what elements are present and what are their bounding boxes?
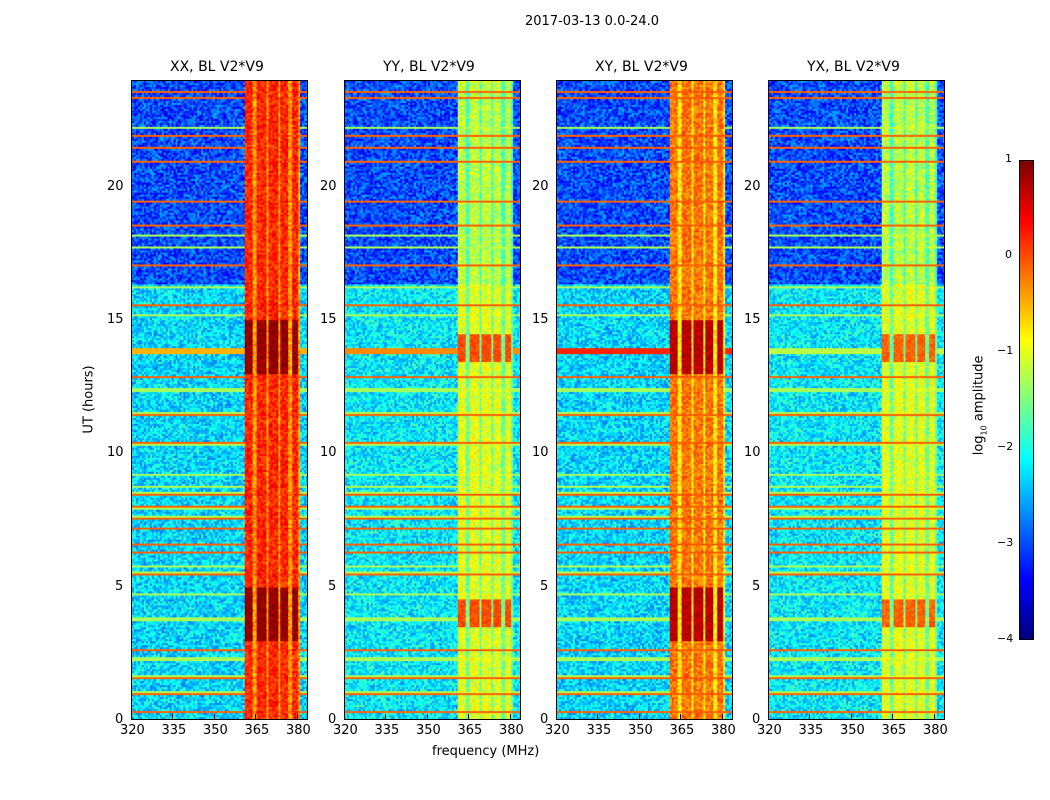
x-tick (556, 714, 557, 719)
y-tick-label: 5 (328, 578, 337, 594)
x-tick-label: 380 (498, 723, 524, 738)
y-tick-label: 15 (320, 312, 337, 327)
x-tick-label: 350 (202, 723, 228, 738)
x-tick (638, 714, 640, 719)
x-tick-label: 380 (285, 723, 311, 738)
x-tick (213, 714, 215, 719)
x-tick (131, 714, 132, 719)
panel-title-3: XY, BL V2*V9 (595, 59, 688, 75)
x-tick-label: 350 (839, 723, 865, 738)
x-axis-label: frequency (MHz) (432, 744, 540, 759)
x-tick (933, 714, 935, 719)
colorbar-label-sub: 10 (979, 425, 989, 436)
x-tick (892, 714, 894, 719)
x-tick (172, 714, 174, 719)
y-tick-label: 10 (320, 445, 337, 461)
heatmap-1 (132, 81, 307, 719)
colorbar-tick-label: −3 (997, 536, 1014, 549)
y-tick-label: 20 (532, 178, 549, 194)
x-tick-label: 320 (120, 723, 145, 738)
colorbar-tick-label: −4 (997, 632, 1014, 645)
x-tick (509, 714, 511, 719)
x-tick (680, 714, 682, 719)
spectrogram-panel-1 (131, 80, 308, 720)
y-tick-label: 5 (115, 578, 124, 594)
x-tick-label: 320 (333, 723, 358, 738)
colorbar-tick-label: −1 (997, 344, 1014, 357)
heatmap-2 (345, 81, 520, 719)
x-tick (468, 714, 470, 719)
y-tick-label: 5 (752, 578, 761, 594)
x-tick-label: 365 (457, 723, 483, 738)
x-tick (344, 714, 345, 719)
colorbar (1019, 160, 1034, 640)
y-tick-label: 10 (744, 445, 761, 461)
heatmap-4 (769, 81, 944, 719)
y-tick-label: 0 (328, 712, 337, 727)
y-tick-label: 10 (107, 445, 124, 461)
y-tick-label: 10 (532, 445, 549, 461)
x-tick (296, 714, 298, 719)
y-tick-label: 5 (540, 578, 549, 594)
y-tick-label: 0 (115, 712, 124, 727)
spectrogram-panel-2 (344, 80, 521, 720)
x-tick-label: 335 (586, 723, 612, 738)
x-tick (597, 714, 599, 719)
y-tick-label: 15 (107, 312, 124, 327)
y-tick-label: 0 (752, 712, 761, 727)
y-tick-label: 0 (540, 712, 549, 727)
figure-suptitle: 2017-03-13 0.0-24.0 (525, 14, 659, 29)
x-tick-label: 335 (161, 723, 187, 738)
colorbar-tick-label: 1 (1005, 152, 1012, 165)
x-tick-label: 350 (415, 723, 441, 738)
x-tick-label: 380 (710, 723, 736, 738)
x-tick (809, 714, 811, 719)
x-tick-label: 365 (881, 723, 907, 738)
colorbar-label-rest: amplitude (971, 355, 987, 426)
x-tick (721, 714, 723, 719)
colorbar-tick-label: 0 (1005, 248, 1012, 261)
y-axis-label: UT (hours) (81, 365, 97, 434)
spectrogram-panel-3 (556, 80, 733, 720)
x-tick-label: 320 (757, 723, 782, 738)
x-tick-label: 380 (922, 723, 948, 738)
y-tick-label: 20 (107, 178, 124, 194)
heatmap-3 (557, 81, 732, 719)
x-tick (850, 714, 852, 719)
y-tick-label: 20 (320, 178, 337, 194)
spectrogram-panel-4 (768, 80, 945, 720)
panel-title-2: YY, BL V2*V9 (383, 59, 475, 75)
x-tick-label: 335 (798, 723, 824, 738)
y-tick-label: 15 (744, 312, 761, 327)
x-tick (768, 714, 769, 719)
colorbar-tick-label: −2 (997, 440, 1014, 453)
x-tick-label: 320 (545, 723, 570, 738)
x-tick-label: 365 (244, 723, 270, 738)
panel-title-4: YX, BL V2*V9 (807, 59, 900, 75)
x-tick (426, 714, 428, 719)
y-tick-label: 20 (744, 178, 761, 194)
panel-title-1: XX, BL V2*V9 (170, 59, 264, 75)
x-tick-label: 350 (627, 723, 653, 738)
colorbar-label: log10 amplitude (972, 345, 989, 455)
y-tick-label: 15 (532, 312, 549, 327)
x-tick (255, 714, 257, 719)
x-tick (385, 714, 387, 719)
x-tick-label: 335 (374, 723, 400, 738)
x-tick-label: 365 (669, 723, 695, 738)
colorbar-label-main: log (971, 435, 987, 456)
